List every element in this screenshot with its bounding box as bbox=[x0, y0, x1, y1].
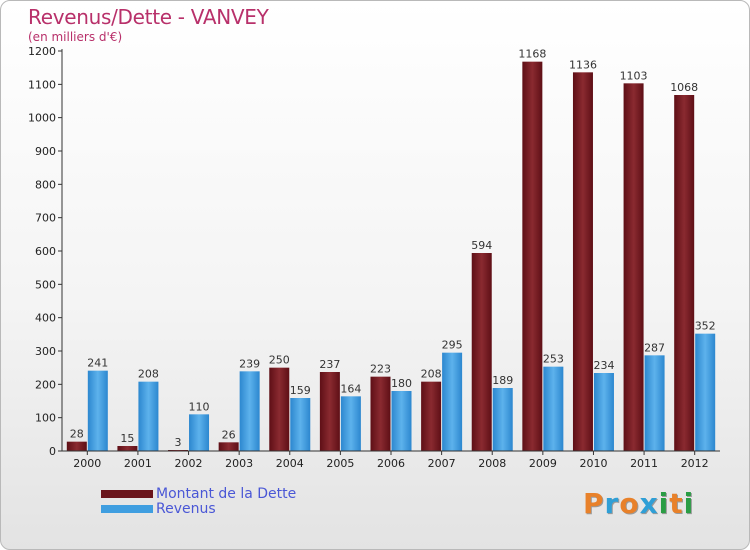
bar-debt bbox=[66, 441, 87, 451]
data-label-revenue: 189 bbox=[492, 374, 513, 387]
chart-subtitle: (en milliers d'€) bbox=[28, 30, 123, 44]
x-tick-label: 2010 bbox=[579, 457, 607, 470]
bar-debt bbox=[471, 253, 492, 451]
y-tick-label: 400 bbox=[35, 312, 56, 325]
data-label-revenue: 159 bbox=[290, 384, 311, 397]
logo-letter: x bbox=[639, 487, 659, 520]
bar-debt bbox=[421, 381, 442, 451]
logo-letter: r bbox=[604, 487, 620, 520]
data-label-debt: 594 bbox=[471, 239, 492, 252]
data-label-debt: 15 bbox=[120, 432, 134, 445]
y-tick-label: 200 bbox=[35, 378, 56, 391]
bar-revenue bbox=[644, 355, 665, 451]
bar-revenue bbox=[87, 370, 108, 451]
bar-revenue bbox=[695, 333, 716, 451]
y-tick-label: 500 bbox=[35, 278, 56, 291]
bar-revenue bbox=[189, 414, 210, 451]
y-tick-label: 100 bbox=[35, 412, 56, 425]
data-label-revenue: 253 bbox=[543, 353, 564, 366]
legend-label-revenue: Revenus bbox=[156, 500, 216, 517]
bar-revenue bbox=[593, 373, 614, 451]
bar-debt bbox=[319, 372, 340, 451]
y-tick-label: 700 bbox=[35, 212, 56, 225]
x-tick-label: 2004 bbox=[276, 457, 304, 470]
chart-title: Revenus/Dette - VANVEY bbox=[28, 5, 269, 29]
data-label-revenue: 352 bbox=[695, 320, 716, 333]
x-tick-label: 2012 bbox=[681, 457, 709, 470]
data-label-debt: 208 bbox=[421, 368, 442, 381]
bar-revenue bbox=[290, 398, 311, 451]
logo-letter: i bbox=[658, 487, 670, 520]
bar-debt bbox=[522, 61, 543, 452]
data-label-debt: 26 bbox=[222, 428, 236, 441]
data-label-revenue: 287 bbox=[644, 341, 665, 354]
y-tick-label: 1200 bbox=[28, 45, 56, 58]
bar-debt bbox=[674, 95, 695, 451]
bar-debt bbox=[269, 367, 290, 451]
bar-debt bbox=[370, 376, 391, 451]
y-tick-label: 800 bbox=[35, 178, 56, 191]
data-label-debt: 1103 bbox=[620, 69, 648, 82]
data-label-revenue: 241 bbox=[87, 357, 108, 370]
bar-debt bbox=[572, 72, 593, 451]
data-label-revenue: 234 bbox=[593, 359, 614, 372]
data-label-revenue: 239 bbox=[239, 357, 260, 370]
legend-item-debt: Montant de la Dette bbox=[101, 485, 297, 502]
logo-letter: i bbox=[683, 487, 695, 520]
legend: Montant de la Dette Revenus bbox=[101, 485, 297, 517]
x-tick-label: 2002 bbox=[175, 457, 203, 470]
data-label-revenue: 295 bbox=[442, 339, 463, 352]
data-label-debt: 3 bbox=[175, 436, 182, 449]
x-tick-label: 2003 bbox=[225, 457, 253, 470]
data-label-revenue: 208 bbox=[138, 368, 159, 381]
data-label-debt: 223 bbox=[370, 363, 391, 376]
x-tick-label: 2009 bbox=[529, 457, 557, 470]
bar-debt bbox=[117, 446, 138, 451]
y-tick-label: 900 bbox=[35, 145, 56, 158]
data-label-debt: 1136 bbox=[569, 58, 597, 71]
bar-revenue bbox=[492, 388, 513, 451]
x-tick-label: 2008 bbox=[478, 457, 506, 470]
data-label-debt: 237 bbox=[319, 358, 340, 371]
bar-debt bbox=[218, 442, 239, 451]
bar-revenue bbox=[442, 352, 463, 451]
data-label-debt: 1168 bbox=[518, 48, 546, 61]
logo-letter: P bbox=[583, 487, 605, 520]
bar-revenue bbox=[543, 366, 564, 451]
logo-letter: t bbox=[669, 487, 684, 520]
x-tick-label: 2000 bbox=[73, 457, 101, 470]
y-tick-label: 0 bbox=[49, 445, 56, 458]
data-label-revenue: 164 bbox=[340, 382, 361, 395]
bar-revenue bbox=[340, 396, 361, 451]
x-tick-label: 2005 bbox=[326, 457, 354, 470]
proxiti-logo: Proxiti bbox=[583, 487, 694, 520]
data-label-revenue: 180 bbox=[391, 377, 412, 390]
x-tick-label: 2007 bbox=[428, 457, 456, 470]
y-tick-label: 600 bbox=[35, 245, 56, 258]
y-tick-label: 1100 bbox=[28, 78, 56, 91]
legend-item-revenue: Revenus bbox=[101, 500, 296, 517]
data-label-revenue: 110 bbox=[189, 400, 210, 413]
bar-revenue bbox=[239, 371, 260, 451]
legend-swatch-debt bbox=[101, 489, 153, 498]
bar-revenue bbox=[391, 391, 412, 451]
bar-debt bbox=[623, 83, 644, 451]
x-tick-label: 2011 bbox=[630, 457, 658, 470]
legend-swatch-revenue bbox=[101, 504, 153, 513]
data-label-debt: 1068 bbox=[670, 81, 698, 94]
data-label-debt: 250 bbox=[269, 354, 290, 367]
bar-revenue bbox=[138, 381, 159, 451]
y-tick-label: 1000 bbox=[28, 112, 56, 125]
y-tick-label: 300 bbox=[35, 345, 56, 358]
x-tick-label: 2001 bbox=[124, 457, 152, 470]
legend-label-debt: Montant de la Dette bbox=[156, 485, 297, 502]
x-tick-label: 2006 bbox=[377, 457, 405, 470]
logo-letter: o bbox=[619, 487, 640, 520]
data-label-debt: 28 bbox=[70, 428, 84, 441]
